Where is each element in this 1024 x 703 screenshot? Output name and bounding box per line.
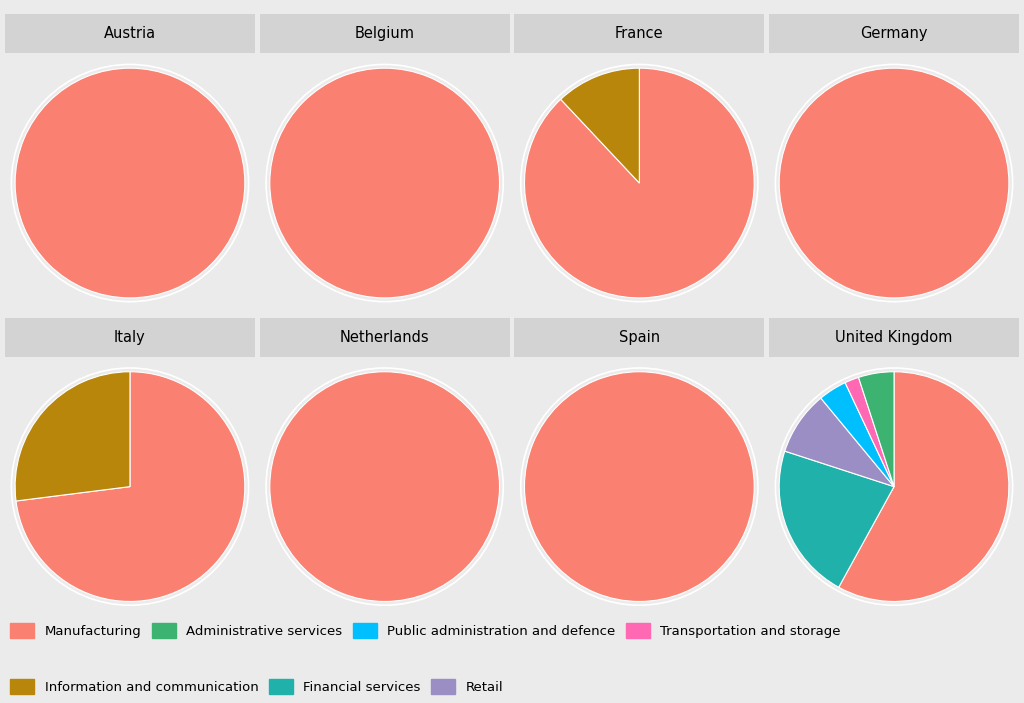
Wedge shape (269, 372, 500, 602)
Wedge shape (779, 68, 1009, 298)
Wedge shape (15, 372, 130, 501)
Wedge shape (524, 68, 755, 298)
Text: Belgium: Belgium (354, 26, 415, 41)
Wedge shape (524, 372, 755, 602)
Text: Netherlands: Netherlands (340, 330, 429, 344)
Text: Germany: Germany (860, 26, 928, 41)
Wedge shape (821, 382, 894, 486)
Wedge shape (858, 372, 894, 486)
Wedge shape (839, 372, 1009, 602)
Text: France: France (615, 26, 664, 41)
Text: Austria: Austria (103, 26, 156, 41)
Wedge shape (784, 398, 894, 486)
Wedge shape (561, 68, 639, 183)
Wedge shape (845, 378, 894, 486)
Wedge shape (269, 68, 500, 298)
Text: United Kingdom: United Kingdom (836, 330, 952, 344)
Wedge shape (16, 372, 245, 602)
Text: Italy: Italy (114, 330, 145, 344)
Text: Spain: Spain (618, 330, 659, 344)
Wedge shape (15, 68, 245, 298)
Legend: Information and communication, Financial services, Retail: Information and communication, Financial… (5, 674, 509, 699)
Wedge shape (779, 451, 894, 587)
